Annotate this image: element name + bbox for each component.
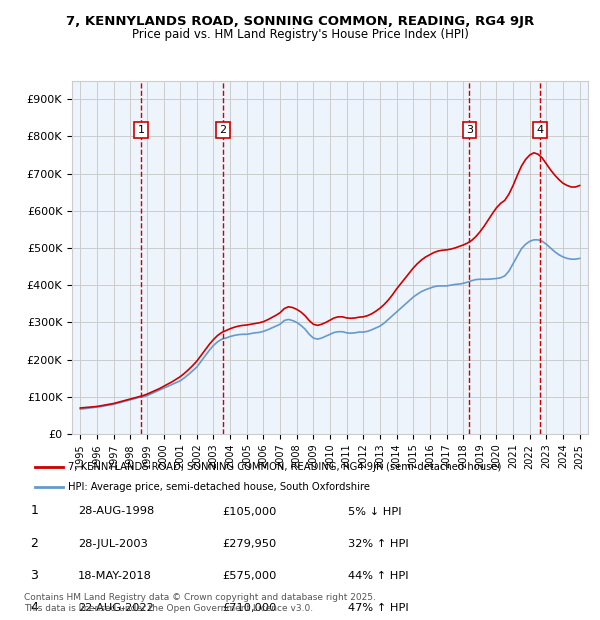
Text: HPI: Average price, semi-detached house, South Oxfordshire: HPI: Average price, semi-detached house,… (68, 482, 370, 492)
Text: 1: 1 (31, 505, 38, 517)
Text: 28-JUL-2003: 28-JUL-2003 (78, 539, 148, 549)
Text: 7, KENNYLANDS ROAD, SONNING COMMON, READING, RG4 9JR (semi-detached house): 7, KENNYLANDS ROAD, SONNING COMMON, READ… (68, 461, 502, 472)
Text: 1: 1 (138, 125, 145, 135)
Text: £105,000: £105,000 (222, 507, 277, 516)
Text: 32% ↑ HPI: 32% ↑ HPI (348, 539, 409, 549)
Text: 28-AUG-1998: 28-AUG-1998 (78, 507, 154, 516)
Text: Contains HM Land Registry data © Crown copyright and database right 2025.
This d: Contains HM Land Registry data © Crown c… (24, 593, 376, 613)
Text: 47% ↑ HPI: 47% ↑ HPI (348, 603, 409, 613)
Text: £575,000: £575,000 (222, 571, 277, 581)
Text: £710,000: £710,000 (222, 603, 277, 613)
Text: Price paid vs. HM Land Registry's House Price Index (HPI): Price paid vs. HM Land Registry's House … (131, 28, 469, 41)
Text: 18-MAY-2018: 18-MAY-2018 (78, 571, 152, 581)
Text: 3: 3 (31, 569, 38, 582)
Text: 7, KENNYLANDS ROAD, SONNING COMMON, READING, RG4 9JR: 7, KENNYLANDS ROAD, SONNING COMMON, READ… (66, 16, 534, 29)
Text: 4: 4 (537, 125, 544, 135)
Text: 22-AUG-2022: 22-AUG-2022 (78, 603, 154, 613)
Text: 2: 2 (31, 537, 38, 549)
Text: 5% ↓ HPI: 5% ↓ HPI (348, 507, 401, 516)
Text: 44% ↑ HPI: 44% ↑ HPI (348, 571, 409, 581)
Text: 2: 2 (220, 125, 227, 135)
Text: 4: 4 (31, 601, 38, 614)
Text: £279,950: £279,950 (222, 539, 276, 549)
Text: 3: 3 (466, 125, 473, 135)
